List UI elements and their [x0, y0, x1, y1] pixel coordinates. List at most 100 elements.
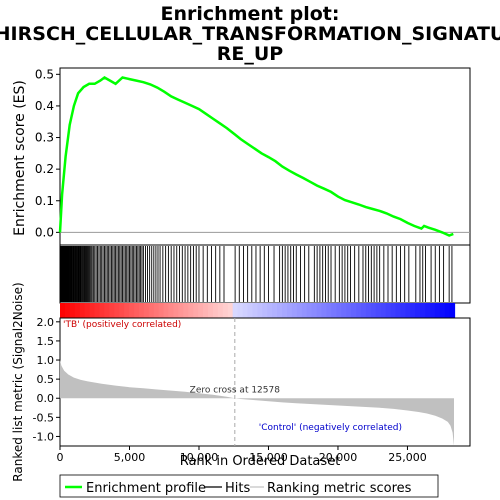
heat-strip-cell	[434, 303, 441, 318]
heat-strip-cell	[375, 303, 382, 318]
heat-strip-cell	[148, 303, 155, 318]
metric-y-axis-label: Ranked list metric (Signal2Noise)	[11, 282, 25, 481]
heat-strip-cell	[183, 303, 189, 318]
heat-strip-cell	[311, 303, 317, 318]
es-y-tick-label: 0.3	[35, 131, 54, 145]
heat-strip-cell	[119, 303, 125, 318]
heat-strip-cell	[365, 303, 372, 318]
hits-panel	[59, 244, 471, 304]
hit-marks	[59, 246, 453, 302]
heat-strip-cell	[143, 303, 150, 318]
heat-strip-cell	[321, 303, 327, 318]
heat-strip-cell	[444, 303, 451, 318]
heat-strip-cell	[134, 303, 140, 318]
heat-strip-cell	[237, 303, 243, 318]
metric-y-tick-label: 1.0	[37, 354, 55, 367]
metric-y-tick-label: 1.5	[37, 335, 55, 348]
x-tick-label: 15,000	[249, 451, 288, 464]
heat-strip-cell	[193, 303, 199, 318]
heat-strip-cell	[153, 303, 160, 318]
heat-strip-cell	[370, 303, 377, 318]
heat-strip-cell	[94, 303, 100, 318]
heat-strip-cell	[262, 303, 268, 318]
metric-panel: Zero cross at 12578 'TB' (positively cor…	[33, 316, 471, 447]
es-y-tick-label: 0.4	[35, 99, 54, 113]
negative-correlation-label: 'Control' (negatively correlated)	[259, 423, 402, 433]
heat-strip-cell	[158, 303, 165, 318]
heat-strip-cell	[242, 303, 248, 318]
heat-strip-cell	[282, 303, 288, 318]
heat-strip-cell	[272, 303, 278, 318]
ranking-metric-area	[60, 360, 454, 446]
heat-strip-cell	[89, 303, 95, 318]
heat-strip-cell	[410, 303, 416, 318]
x-tick-label: 0	[57, 451, 64, 464]
heat-strip-cell	[286, 303, 293, 318]
heat-strip-cell	[400, 303, 406, 318]
heat-strip-cell	[217, 303, 224, 318]
enrichment-profile-line	[58, 76, 454, 237]
x-tick-label: 5,000	[114, 451, 146, 464]
heat-strip-cell	[64, 303, 71, 318]
x-axis-label: Rank in Ordered Dataset	[180, 454, 341, 469]
heat-strip-cell	[326, 303, 332, 318]
chart-title-line-1: Enrichment plot:	[161, 3, 340, 25]
es-y-tick-label: 0.5	[35, 67, 54, 81]
heat-strip-cell	[109, 303, 115, 318]
x-tick-label: 20,000	[319, 451, 358, 464]
heat-strip-cell	[405, 303, 411, 318]
heat-strip-cell	[277, 303, 283, 318]
heat-strip-cell	[306, 303, 313, 318]
heat-strip-cell	[163, 303, 169, 318]
heat-strip-cell	[351, 303, 357, 318]
es-y-axis-label: Enrichment score (ES)	[12, 80, 28, 236]
heat-strip-cell	[296, 303, 303, 318]
heat-strip-cell	[60, 303, 66, 318]
heat-strip-cell	[316, 303, 322, 318]
metric-y-tick-label: 0.5	[37, 373, 55, 386]
heat-strip-cell	[390, 303, 396, 318]
x-axis-ticks: 0 5,000 10,000 15,000 20,000 25,000	[57, 446, 427, 464]
heat-strip-cell	[356, 303, 362, 318]
heat-strip-cell	[222, 303, 229, 318]
heat-strip-cell	[291, 303, 298, 318]
es-y-tick-label: 0.2	[35, 162, 54, 176]
es-y-tick-label: 0.1	[35, 194, 54, 208]
heat-strip-cell	[84, 303, 91, 318]
heat-strip-cell	[188, 303, 194, 318]
heat-strip-cell	[380, 303, 387, 318]
metric-y-tick-label: 0.0	[37, 392, 55, 405]
es-panel: 0.0 0.1 0.2 0.3 0.4 0.5	[35, 67, 471, 246]
heat-strip-cell	[395, 303, 401, 318]
heat-strip-cell	[99, 303, 105, 318]
legend-item-hits: Hits	[225, 481, 250, 496]
heat-strip-cell	[341, 303, 347, 318]
heat-strip-cell	[168, 303, 174, 318]
metric-y-tick-label: 2.0	[37, 316, 55, 329]
x-tick-label: 25,000	[388, 451, 427, 464]
heat-strip-cell	[203, 303, 209, 318]
heat-strip-cell	[257, 303, 263, 318]
heat-strip-cell	[331, 303, 337, 318]
heat-strip-cell	[420, 303, 426, 318]
heat-strip-cell	[138, 303, 145, 318]
legend: Enrichment profile Hits Ranking metric s…	[59, 474, 439, 498]
zero-cross-label: Zero cross at 12578	[190, 386, 281, 396]
heat-strip-cell	[425, 303, 431, 318]
legend-frame	[59, 474, 439, 498]
heat-strip-cell	[301, 303, 308, 318]
heat-strip-cell	[430, 303, 436, 318]
rank-heat-strip	[60, 303, 456, 318]
heat-strip-cell	[212, 303, 219, 318]
heat-strip-cell	[74, 303, 81, 318]
es-y-ticks: 0.0 0.1 0.2 0.3 0.4 0.5	[35, 67, 60, 239]
heat-strip-cell	[198, 303, 204, 318]
heat-strip-cell	[346, 303, 352, 318]
heat-strip-cell	[227, 303, 234, 318]
metric-y-tick-label: -0.5	[33, 411, 54, 424]
heat-strip-cell	[385, 303, 391, 318]
heat-strip-cell	[173, 303, 179, 318]
heat-strip-cell	[439, 303, 446, 318]
heat-strip-cell	[178, 303, 184, 318]
